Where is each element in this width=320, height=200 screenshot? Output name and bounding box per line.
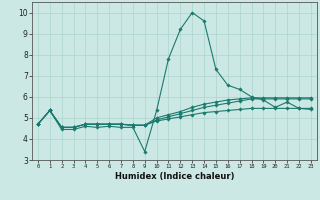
X-axis label: Humidex (Indice chaleur): Humidex (Indice chaleur): [115, 172, 234, 181]
